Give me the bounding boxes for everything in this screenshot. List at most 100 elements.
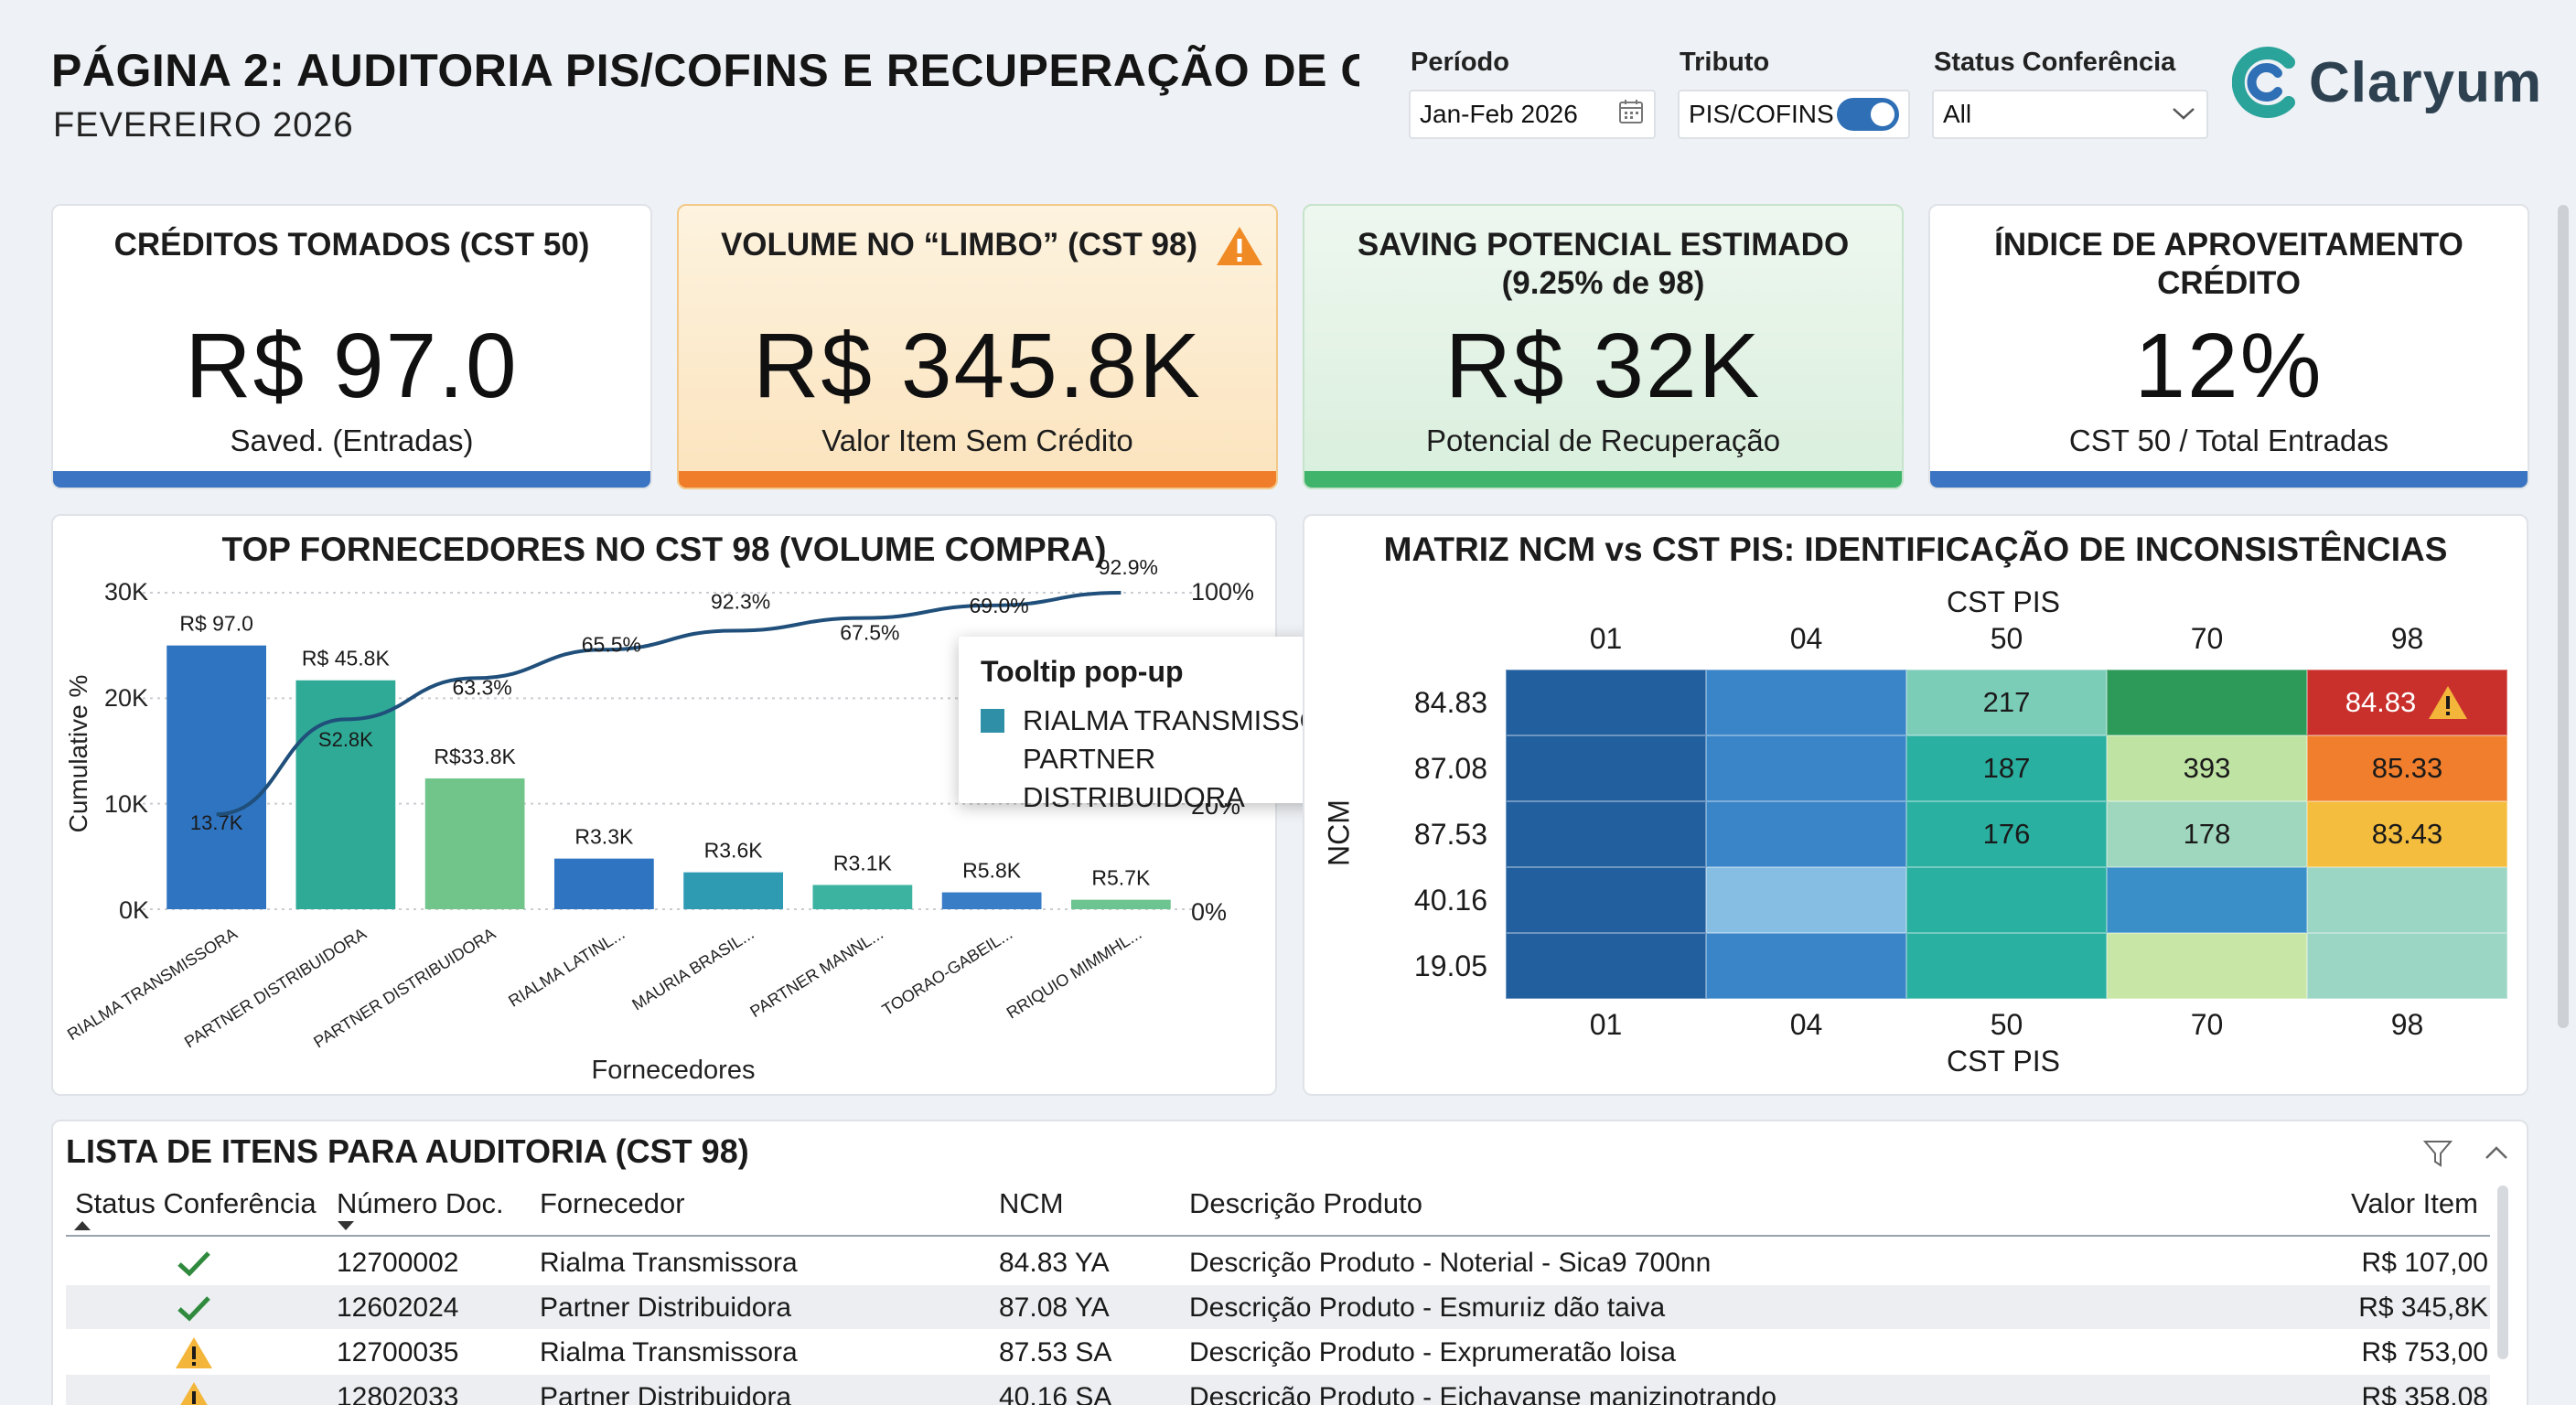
status-dropdown[interactable]: All <box>1932 90 2208 139</box>
kpi-title: CRÉDITOS TOMADOS (CST 50) <box>113 227 590 263</box>
page-scrollbar[interactable] <box>2558 205 2569 1028</box>
periodo-picker[interactable]: Jan-Feb 2026 <box>1409 90 1656 139</box>
col-header-numero-doc[interactable]: Número Doc. <box>337 1187 504 1219</box>
matrix-cell-value: 85.33 <box>2371 752 2443 784</box>
matrix-cell <box>1506 933 1706 999</box>
bar-value-label: R3.1K <box>833 851 893 874</box>
header-divider <box>66 1235 2490 1237</box>
sort-asc-icon[interactable] <box>73 1220 91 1231</box>
filter-icon[interactable] <box>2422 1138 2453 1169</box>
status-label: Status Conferência <box>1934 48 2176 77</box>
brand-name: Claryum <box>2309 50 2543 114</box>
table-scrollbar[interactable] <box>2497 1185 2508 1359</box>
kpi-subtitle: CST 50 / Total Entradas <box>2068 424 2389 457</box>
col-header-ncm[interactable]: NCM <box>999 1187 1064 1219</box>
matrix-cell: 178 <box>2107 801 2307 867</box>
matrix-cell-value: 83.43 <box>2371 818 2443 850</box>
warning-icon <box>174 1335 214 1370</box>
bar-value-label: R3.3K <box>574 825 634 849</box>
matrix-cell: 84.83 <box>2307 670 2507 735</box>
y-tick: 30K <box>104 578 149 606</box>
matrix-cell-value: 176 <box>1982 818 2031 850</box>
kpi-accent-bar <box>53 471 650 488</box>
pareto-title: TOP FORNECEDORES NO CST 98 (VOLUME COMPR… <box>221 531 1107 568</box>
cumulative-label: 69.0% <box>970 594 1029 617</box>
y-tick: 10K <box>104 790 149 818</box>
matrix-cell: 83.43 <box>2307 801 2507 867</box>
matrix-cell: 217 <box>1906 670 2107 735</box>
matrix-cell <box>1506 670 1706 735</box>
cumulative-label: 92.9% <box>1099 555 1158 579</box>
cell-numero-doc: 12802033 <box>337 1382 459 1405</box>
matrix-cell <box>1506 867 1706 933</box>
col-header-valor[interactable]: Valor Item <box>2351 1187 2478 1219</box>
warning-icon <box>174 1380 214 1405</box>
matrix-cell: 393 <box>2107 735 2307 801</box>
kpi-volume-limbo[interactable]: VOLUME NO “LIMBO” (CST 98) R$ 345.8K Val… <box>677 204 1278 489</box>
chevron-down-icon[interactable] <box>2170 100 2197 129</box>
cell-ncm: 40.16 SA <box>999 1382 1112 1405</box>
kpi-title: VOLUME NO “LIMBO” (CST 98) <box>720 227 1198 263</box>
kpi-title: SAVING POTENCIAL ESTIMADO (9.25% de 98) <box>1357 227 1850 301</box>
bar <box>553 858 654 909</box>
table-row[interactable] <box>66 1330 2490 1374</box>
tributo-toggle[interactable] <box>1837 98 1899 131</box>
cumulative-line <box>216 591 1122 817</box>
cell-fornecedor: Rialma Transmissora <box>540 1337 798 1367</box>
kpi-subtitle: Valor Item Sem Crédito <box>821 424 1133 457</box>
y2-tick: 0% <box>1191 898 1228 926</box>
cumulative-label: 63.3% <box>453 675 512 699</box>
y-tick: 20K <box>104 684 149 712</box>
cell-valor: R$ 358,08 <box>2361 1382 2488 1405</box>
matrix-cell <box>1706 867 1906 933</box>
cell-ncm: 87.53 SA <box>999 1337 1112 1367</box>
table-row[interactable] <box>66 1285 2490 1329</box>
bar-value-label: R3.6K <box>704 839 764 863</box>
bar-inner-label: S2.8K <box>318 728 373 751</box>
kpi-creditos-tomados[interactable]: CRÉDITOS TOMADOS (CST 50) R$ 97.0 Saved.… <box>51 204 652 489</box>
sort-desc-icon[interactable] <box>337 1220 355 1231</box>
matrix-title: MATRIZ NCM vs CST PIS: IDENTIFICAÇÃO DE … <box>1383 531 2448 568</box>
matrix-cell <box>1706 735 1906 801</box>
matrix-cell <box>1506 735 1706 801</box>
matrix-cell-value: 217 <box>1982 686 2031 718</box>
collapse-icon[interactable] <box>2481 1138 2512 1169</box>
col-header-status[interactable]: Status Conferência <box>75 1187 317 1219</box>
y2-tick: 100% <box>1191 578 1255 606</box>
cell-descricao: Descrição Produto - Esmurıiz dão taiva <box>1189 1292 1666 1323</box>
tooltip-title: Tooltip pop-up <box>981 655 1184 688</box>
cell-ncm: 84.83 YA <box>999 1248 1110 1278</box>
table-row[interactable] <box>66 1240 2490 1284</box>
matrix-cell-value: 178 <box>2183 818 2231 850</box>
matrix-row-label: 84.83 <box>1413 686 1487 719</box>
cell-descricao: Descrição Produto - Exprumeratão loisa <box>1189 1337 1676 1367</box>
matrix-col-label-bottom: 01 <box>1589 1008 1623 1041</box>
kpi-subtitle: Potencial de Recuperação <box>1425 424 1781 457</box>
kpi-indice-aproveitamento[interactable]: ÍNDICE DE APROVEITAMENTO CRÉDITO 12% CST… <box>1928 204 2529 489</box>
cell-descricao: Descrição Produto - Eichavanse manizinot… <box>1189 1382 1776 1405</box>
calendar-icon[interactable] <box>1617 98 1645 132</box>
warning-icon <box>1217 227 1262 265</box>
matrix-y-title: NCM <box>1322 799 1356 866</box>
bar <box>1070 899 1171 909</box>
matrix-cell: 85.33 <box>2307 735 2507 801</box>
kpi-saving-potencial[interactable]: SAVING POTENCIAL ESTIMADO (9.25% de 98) … <box>1303 204 1904 489</box>
bar <box>812 885 913 909</box>
matrix-cell-value: 84.83 <box>2345 686 2417 718</box>
table-row[interactable] <box>66 1375 2490 1405</box>
cumulative-label: 92.3% <box>711 590 770 614</box>
cell-numero-doc: 12700002 <box>337 1248 459 1278</box>
matrix-cell: 187 <box>1906 735 2107 801</box>
tributo-value: PIS/COFINS <box>1689 100 1834 128</box>
cell-descricao: Descrição Produto - Noterial - Sica9 700… <box>1189 1248 1712 1278</box>
col-header-fornecedor[interactable]: Fornecedor <box>540 1187 685 1219</box>
tributo-selector[interactable]: PIS/COFINS <box>1678 90 1910 139</box>
matrix-x-title-top: CST PIS <box>1947 585 2060 618</box>
status-value: All <box>1943 100 1972 128</box>
periodo-value: Jan-Feb 2026 <box>1420 100 1578 128</box>
cell-valor: R$ 753,00 <box>2361 1337 2488 1367</box>
col-header-descricao[interactable]: Descrição Produto <box>1189 1187 1423 1219</box>
cell-fornecedor: Rialma Transmissora <box>540 1248 798 1278</box>
claryum-logo-icon <box>2232 47 2295 118</box>
